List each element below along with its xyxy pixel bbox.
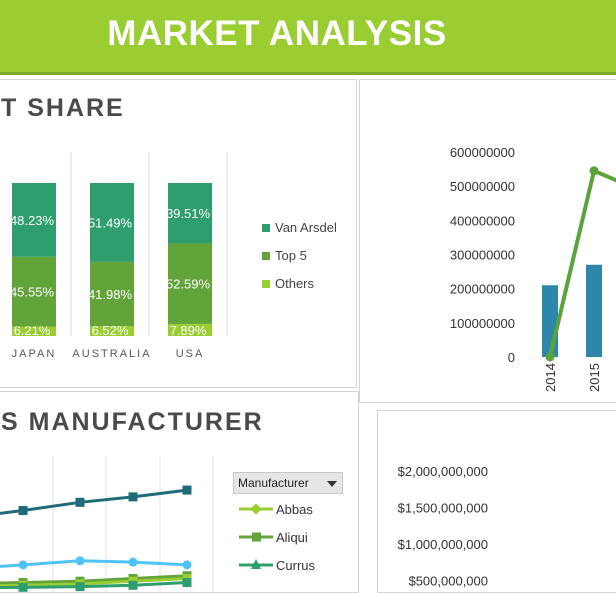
y-tick-label: 400000000 [450, 213, 515, 228]
line-marker [18, 505, 28, 515]
category-label: JAPAN [12, 348, 57, 360]
revenue-bar [542, 285, 558, 357]
data-label: 51.49% [88, 215, 133, 230]
line-marker [182, 485, 192, 495]
revenue-point [545, 352, 555, 362]
header-banner: MARKET ANALYSIS [0, 0, 616, 75]
data-label: 6.52% [92, 323, 129, 338]
sales-panel: $2,000,000,000 $1,500,000,000 $1,000,000,0… [377, 410, 616, 593]
legend-label: Aliqui [276, 530, 308, 545]
data-label: 52.59% [166, 277, 211, 292]
bar-top-5 [12, 256, 56, 327]
legend-label: Top 5 [275, 248, 307, 263]
x-tick-label: 2015 [587, 363, 602, 392]
revenue-panel: 600000000 500000000 400000000 300000000 2000… [359, 79, 616, 403]
manufacturer-panel: S MANUFACTURER Abbas Aliqui Currus Manufac… [0, 391, 359, 593]
category-label: AUSTRALIA [72, 348, 151, 360]
legend-marker [252, 532, 261, 542]
y-tick-label: $2,000,000,000 [398, 464, 488, 479]
x-tick-label: 2014 [543, 363, 558, 392]
market-share-chart: 6.21% 45.55% 48.23% JAPAN 6.52% 41.98% 51.49% A… [10, 152, 337, 360]
manufacturer-line [0, 488, 188, 515]
data-label: 41.98% [88, 287, 133, 302]
line-marker [128, 492, 138, 502]
manufacturer-chart: Abbas Aliqui Currus [0, 456, 316, 592]
market-share-panel: T SHARE 6.21% 45.55% 48.23% JAPAN 6.52% 41.98… [0, 79, 357, 388]
line-marker [128, 580, 138, 590]
data-label: 45.55% [10, 285, 55, 300]
page-title: MARKET ANALYSIS [107, 14, 447, 53]
y-tick-label: 100000000 [450, 316, 515, 331]
manufacturer-filter[interactable]: Manufacturer [233, 472, 343, 494]
legend-swatch [262, 252, 270, 260]
line-marker [182, 560, 192, 570]
manufacturer-line [0, 559, 188, 568]
bar-others [168, 323, 212, 336]
revenue-line [548, 168, 616, 358]
y-tick-label: 300000000 [450, 248, 515, 263]
legend-label: Van Arsdel [275, 220, 337, 235]
line-marker [18, 582, 28, 592]
legend-label: Currus [276, 558, 316, 573]
sales-chart: $2,000,000,000 $1,500,000,000 $1,000,000,0… [398, 464, 488, 589]
y-tick-label: 0 [508, 350, 515, 365]
y-tick-label: $500,000,000 [408, 574, 488, 589]
data-label: 48.23% [10, 213, 55, 228]
bar-others [90, 326, 134, 336]
data-label: 6.21% [14, 323, 51, 338]
y-tick-label: 600000000 [450, 145, 515, 160]
line-marker [18, 560, 28, 570]
legend-label: Abbas [276, 502, 313, 517]
legend-swatch [262, 280, 270, 288]
revenue-bar [586, 264, 602, 357]
legend-swatch [262, 224, 270, 232]
manufacturer-title: S MANUFACTURER [1, 408, 264, 436]
data-label: 7.89% [170, 323, 207, 338]
line-marker [75, 556, 85, 566]
line-marker [182, 578, 192, 588]
line-marker [128, 557, 138, 567]
bar-top-5 [168, 243, 212, 324]
bar-top-5 [90, 261, 134, 327]
y-tick-label: $1,000,000,000 [398, 537, 488, 552]
data-label: 39.51% [166, 206, 211, 221]
manufacturer-filter-label: Manufacturer [238, 476, 309, 490]
market-share-title: T SHARE [1, 94, 125, 122]
bar-van-arsdel [90, 183, 134, 262]
legend-label: Others [275, 276, 315, 291]
line-marker [75, 497, 85, 507]
bar-van-arsdel [12, 183, 56, 257]
y-tick-label: 500000000 [450, 179, 515, 194]
revenue-chart: 600000000 500000000 400000000 300000000 2000… [450, 145, 616, 392]
category-label: USA [176, 348, 205, 360]
bar-van-arsdel [168, 183, 212, 244]
revenue-point [589, 166, 599, 176]
y-tick-label: 200000000 [450, 282, 515, 297]
bar-others [12, 326, 56, 336]
legend-marker [251, 559, 261, 569]
line-marker [75, 582, 85, 592]
legend-marker [250, 503, 262, 515]
chevron-down-icon[interactable] [327, 481, 337, 487]
y-tick-label: $1,500,000,000 [398, 501, 488, 516]
